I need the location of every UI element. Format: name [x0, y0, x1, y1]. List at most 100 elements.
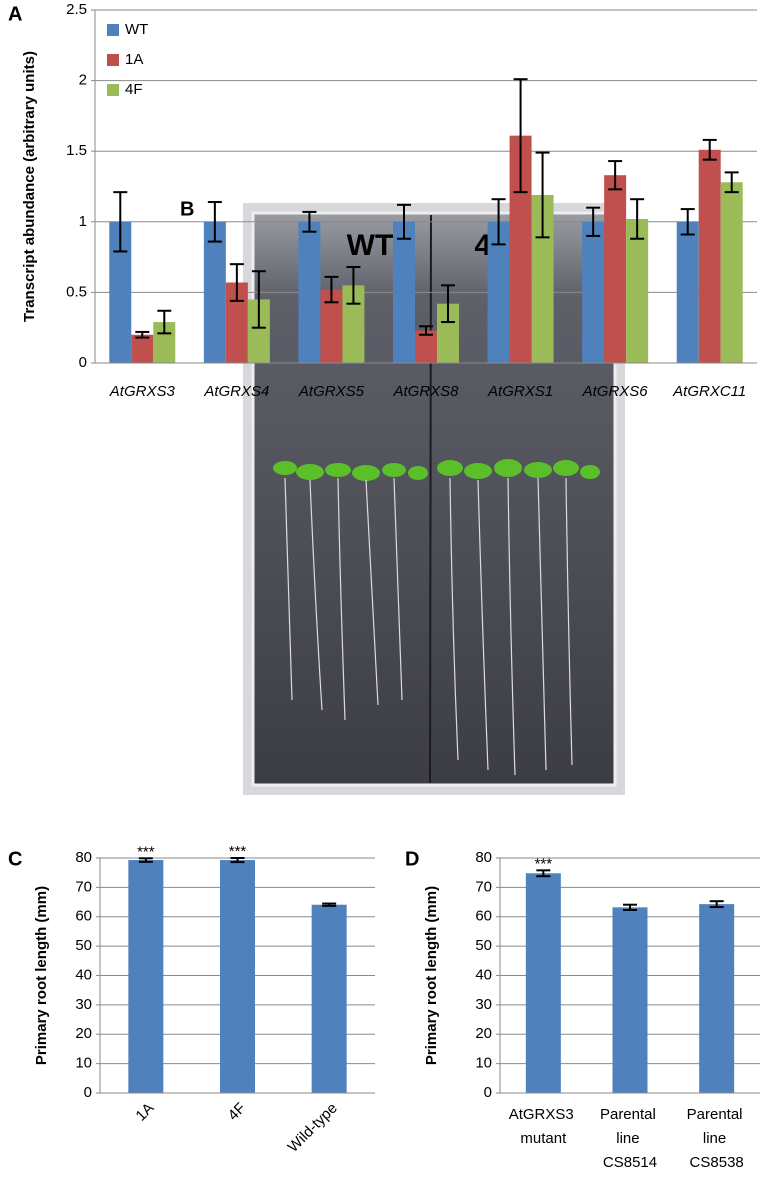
seedling	[437, 460, 463, 476]
y-tick-label: 30	[475, 996, 492, 1013]
bar	[320, 289, 343, 363]
y-tick-label: 0.5	[66, 283, 87, 300]
y-tick-label: 2	[79, 72, 87, 89]
x-tick-label: Parental line CS8538	[687, 1106, 747, 1171]
panel-label: A	[8, 3, 22, 25]
y-tick-label: 40	[75, 966, 92, 983]
y-tick-label: 1	[79, 213, 87, 230]
error-bar	[513, 78, 528, 194]
error-bar	[113, 191, 128, 253]
bar	[393, 221, 415, 363]
y-tick-label: 0	[79, 354, 87, 371]
bar	[720, 182, 743, 363]
bar	[487, 221, 510, 363]
y-tick-label: 30	[75, 996, 92, 1013]
error-bar	[324, 275, 339, 304]
y-tick-label: 10	[75, 1055, 92, 1072]
error-bar	[346, 265, 361, 305]
x-tick-label: Parental line CS8514	[600, 1106, 660, 1171]
bar	[131, 334, 154, 363]
x-tick-label: 1A	[132, 1100, 157, 1125]
y-tick-label: 60	[475, 908, 492, 925]
root	[393, 477, 403, 701]
bar	[415, 330, 437, 363]
y-axis-label: Primary root length (mm)	[33, 886, 50, 1065]
x-tick-label: AtGRXS3 mutant	[509, 1106, 578, 1147]
y-tick-label: 70	[75, 878, 92, 895]
bar	[437, 303, 459, 363]
root	[537, 477, 547, 771]
bar	[604, 175, 627, 363]
y-tick-label: 80	[475, 849, 492, 866]
y-tick-label: 20	[75, 1025, 92, 1042]
seedling	[580, 465, 600, 479]
photo-label: WT	[347, 229, 394, 262]
y-tick-label: 40	[475, 966, 492, 983]
root	[309, 479, 323, 711]
bar	[153, 322, 176, 363]
bar	[225, 282, 248, 363]
root	[284, 477, 293, 701]
error-bar	[230, 857, 245, 864]
error-bar	[302, 210, 317, 233]
x-tick-label: AtGRXC11	[672, 383, 746, 400]
y-tick-label: 50	[75, 937, 92, 954]
legend-swatch	[107, 54, 119, 66]
error-bar	[419, 325, 433, 336]
seedling	[464, 463, 492, 479]
root	[507, 477, 516, 776]
x-tick-label: AtGRXS3	[109, 383, 176, 400]
error-bar	[397, 203, 411, 240]
roots	[284, 477, 573, 776]
y-tick-label: 1.5	[66, 142, 87, 159]
significance-label: ***	[229, 843, 247, 860]
panel-label: C	[8, 848, 22, 870]
bar	[676, 221, 699, 363]
error-bar	[322, 902, 337, 907]
y-tick-label: 10	[475, 1055, 492, 1072]
root	[337, 477, 346, 721]
root	[365, 479, 379, 706]
bar	[626, 218, 649, 363]
seedling	[408, 466, 428, 480]
error-bar	[251, 270, 266, 329]
error-bar	[535, 151, 550, 239]
plate-divider	[429, 214, 432, 784]
root	[449, 477, 459, 761]
error-bar	[491, 198, 506, 246]
error-bar	[138, 857, 153, 863]
error-bar	[702, 138, 717, 161]
root	[565, 477, 573, 766]
error-bar	[135, 330, 150, 339]
seedlings	[273, 459, 600, 481]
bar	[582, 221, 605, 363]
panel-label: B	[180, 198, 194, 220]
bar	[109, 221, 132, 363]
panel-label: D	[405, 848, 419, 870]
y-tick-label: 0	[84, 1084, 92, 1101]
bar	[311, 904, 347, 1093]
error-bar	[724, 171, 739, 194]
x-tick-label: AtGRXS1	[487, 383, 553, 400]
bar	[247, 299, 270, 363]
significance-label: ***	[137, 843, 155, 860]
bar	[698, 149, 721, 363]
y-tick-label: 20	[475, 1025, 492, 1042]
legend-swatch	[107, 84, 119, 96]
x-tick-label: AtGRXS4	[203, 383, 269, 400]
significance-label: ***	[535, 855, 553, 872]
bar	[298, 221, 321, 363]
y-tick-label: 50	[475, 937, 492, 954]
y-tick-label: 70	[475, 878, 492, 895]
error-bar	[229, 263, 244, 302]
seedling	[325, 463, 351, 477]
bar	[203, 221, 226, 363]
y-tick-label: 2.5	[66, 1, 87, 18]
bar	[699, 904, 735, 1093]
bar	[612, 907, 648, 1093]
legend-swatch	[107, 24, 119, 36]
y-tick-label: 60	[75, 908, 92, 925]
root	[477, 479, 489, 771]
x-tick-label: Wild-type	[285, 1100, 341, 1156]
